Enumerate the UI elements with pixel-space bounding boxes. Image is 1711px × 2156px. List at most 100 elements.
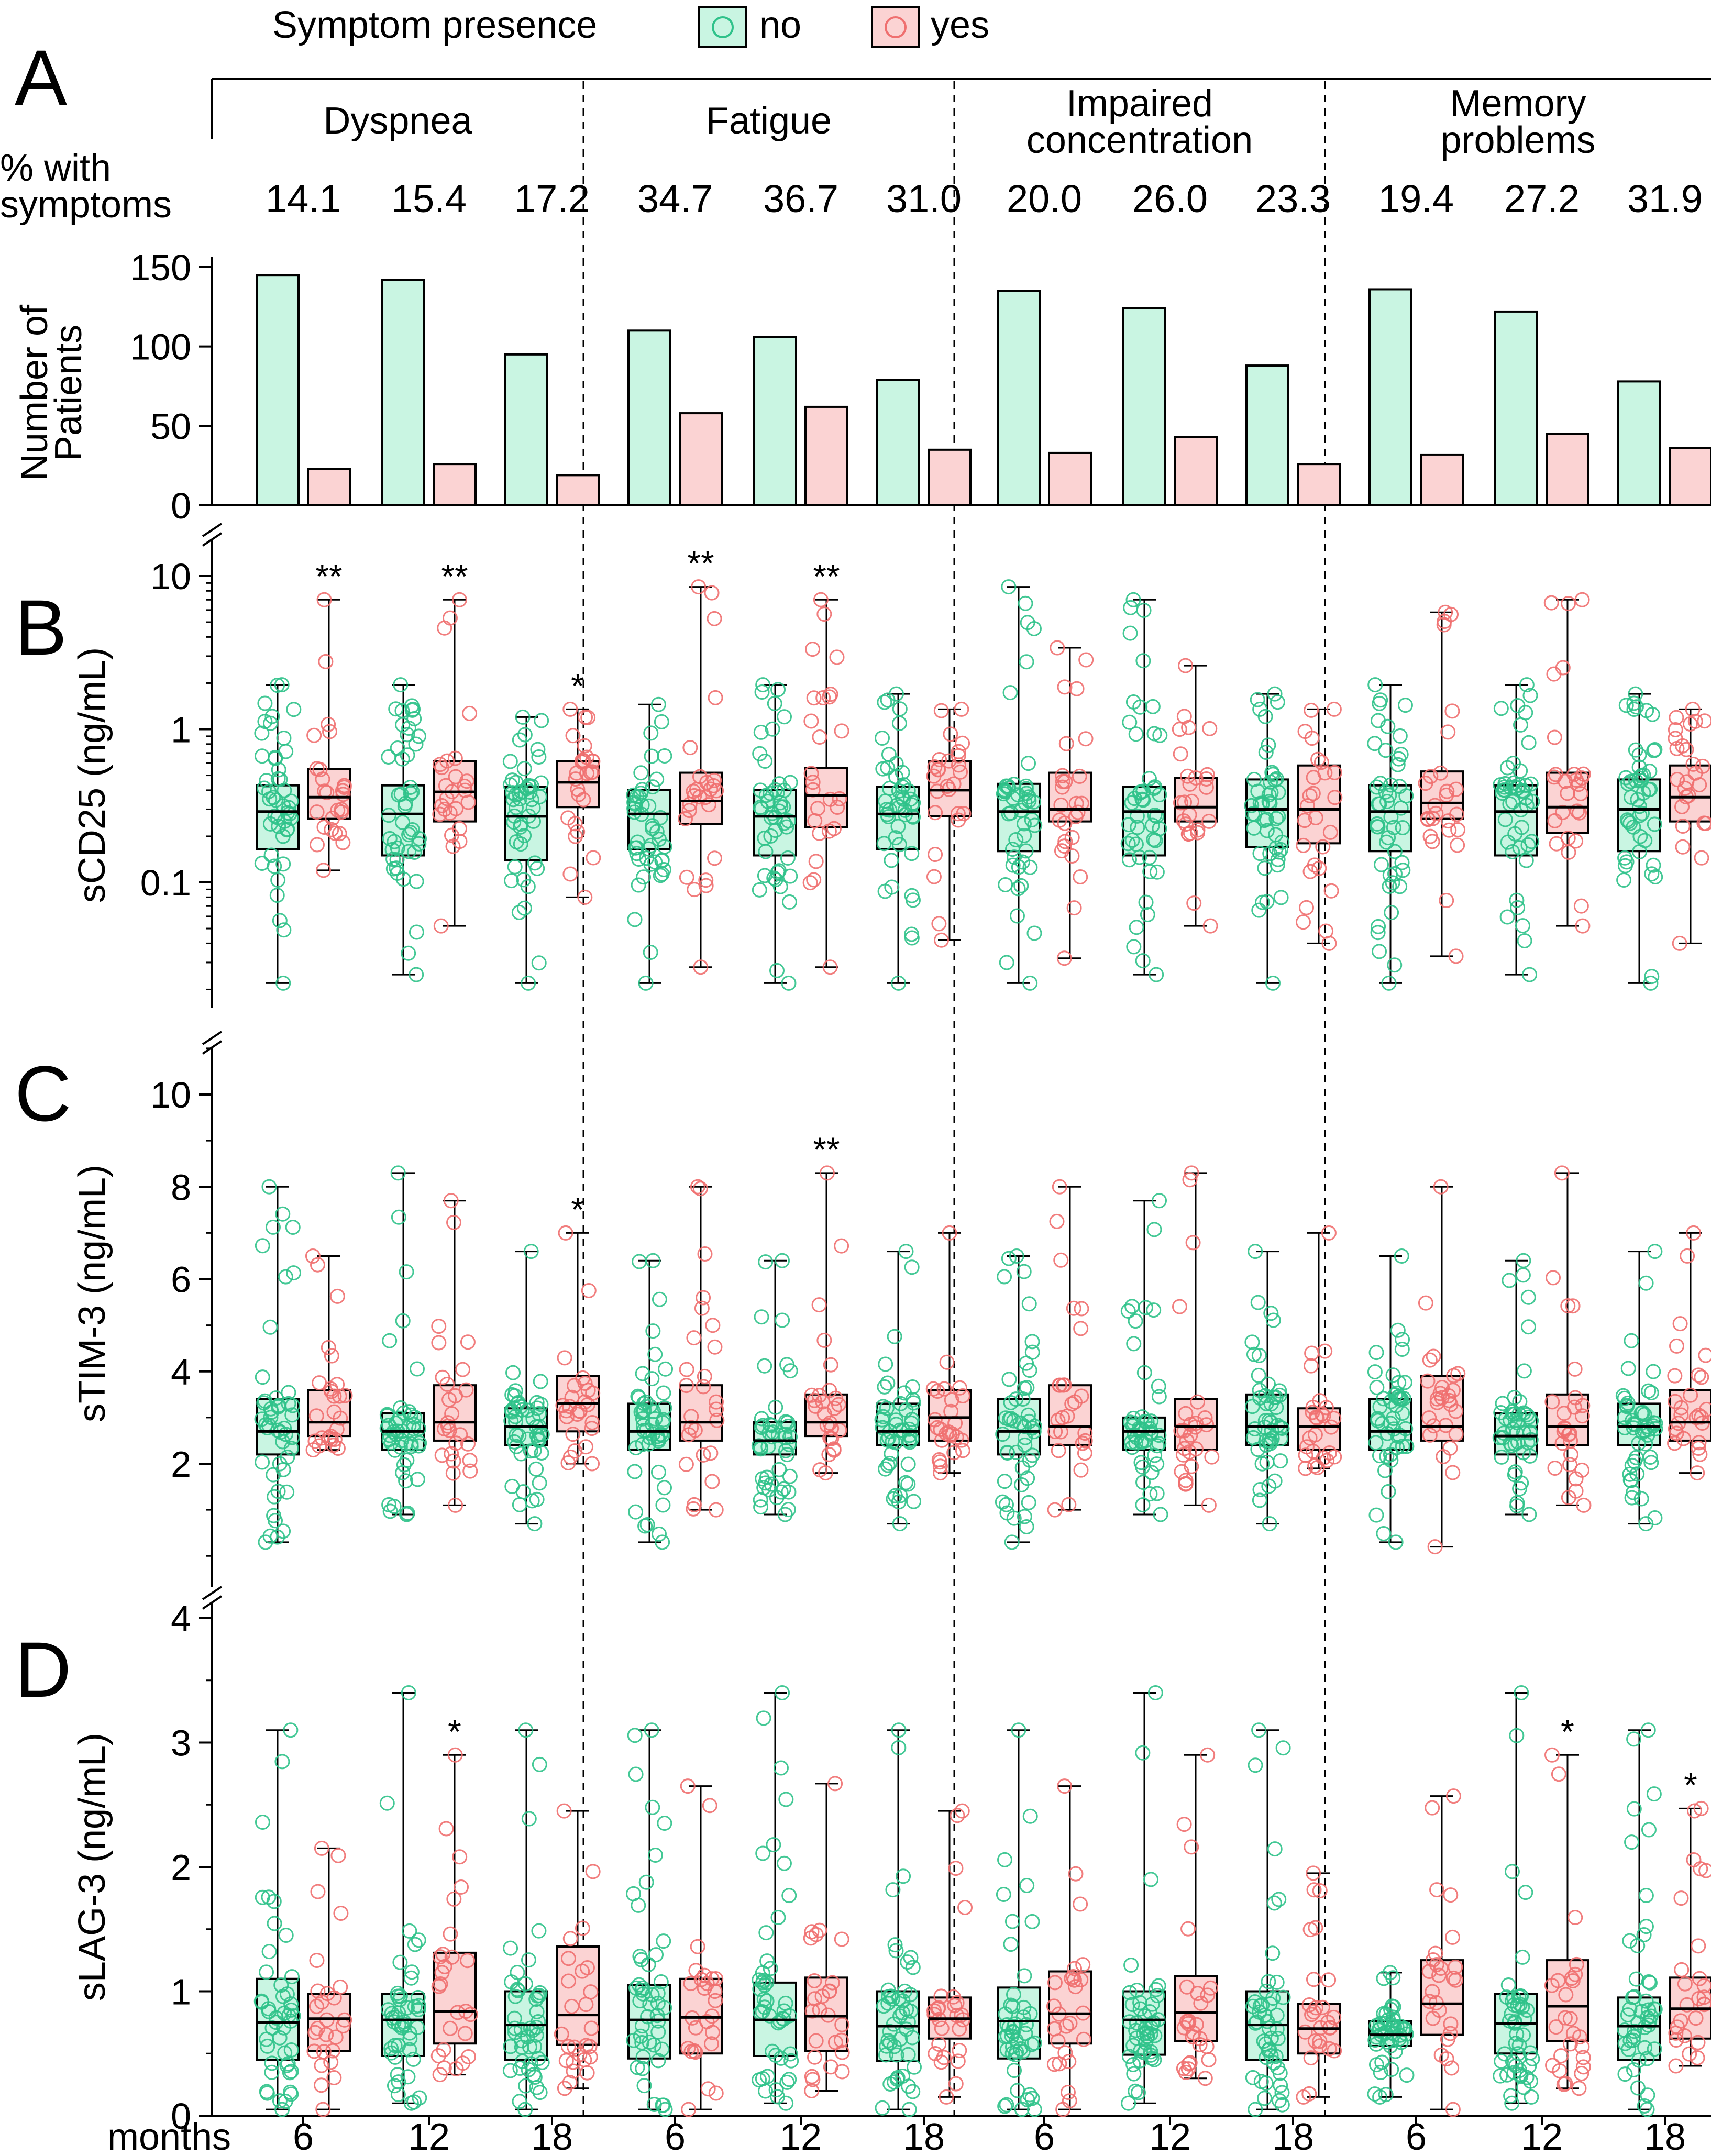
point-yes [1573,786,1588,801]
point-no [1622,815,1638,831]
point-no [283,1996,299,2012]
point-yes [584,764,600,780]
point-no [530,742,546,757]
point-yes [309,804,325,820]
point-yes [1683,1387,1698,1403]
point-yes [1548,767,1563,782]
point-no [390,2086,406,2102]
point-no [1003,1411,1019,1427]
point-no [1261,1974,1276,1989]
point-no [1145,699,1161,714]
point-yes [709,1401,724,1417]
point-no [1622,1466,1638,1482]
point-yes [578,710,593,725]
point-yes [1295,914,1311,930]
point-no [1125,1410,1141,1426]
point-no [1149,1456,1165,1472]
point-no [1016,1999,1032,2015]
point-yes [703,1445,719,1461]
point-no [1007,2063,1022,2078]
point-yes [1693,1800,1709,1816]
point-no [409,1361,425,1377]
point-yes [708,2085,724,2101]
point-no [781,1436,797,1452]
point-no [523,2056,538,2072]
point-yes [435,1369,450,1385]
point-no [390,740,405,756]
point-no [529,860,545,876]
point-no [404,1964,420,1980]
point-yes [691,579,707,595]
point-yes [1302,1922,1318,1938]
point-no [1384,2062,1399,2077]
point-no [1394,1342,1410,1357]
point-no [283,1722,299,1738]
point-yes [808,2033,824,2049]
point-no [755,1845,771,1861]
point-no [1132,785,1147,801]
point-yes [1067,1394,1083,1410]
point-no [508,1414,524,1430]
point-yes [1546,1270,1561,1286]
point-no [1395,820,1410,836]
point-yes [943,726,958,742]
point-yes [698,878,714,893]
point-no [259,1420,275,1435]
point-yes [1182,776,1198,792]
point-yes [1562,2036,1578,2052]
point-yes [819,1165,835,1181]
point-yes [1557,2010,1573,2026]
point-no [1136,1365,1152,1380]
point-yes [447,750,463,766]
point-yes [330,1848,346,1863]
point-no [635,1366,650,1381]
point-no [1647,816,1662,832]
point-yes [580,1383,596,1398]
box-yes [1669,764,1711,823]
point-no [875,1420,890,1435]
point-no [1508,2036,1524,2051]
point-yes [826,821,842,836]
point-no [1524,2089,1539,2105]
point-no [1647,1510,1663,1525]
percent-value: 36.7 [763,177,838,220]
point-no [1121,2049,1137,2064]
point-no [262,1528,278,1544]
point-no [410,1472,425,1487]
point-no [1515,1949,1530,1965]
bar-yes [679,412,723,506]
point-yes [1056,838,1072,854]
point-yes [583,2020,599,2036]
point-yes [337,1388,353,1403]
point-yes [432,757,448,772]
bar-no [1122,307,1166,506]
point-no [780,1502,796,1518]
point-yes [681,803,697,819]
point-no [1014,2102,1030,2117]
point-no [409,924,424,940]
point-no [1646,857,1661,873]
point-no [1124,832,1140,848]
point-no [877,883,893,899]
point-no [887,1329,902,1344]
point-yes [1567,1361,1583,1377]
point-no [778,1414,793,1430]
point-yes [1068,1866,1084,1882]
point-no [646,2037,662,2053]
point-no [1506,2065,1522,2081]
point-yes [310,1257,325,1273]
point-no [408,736,424,752]
point-no [901,2102,917,2117]
point-no [1626,1801,1642,1817]
point-yes [1180,768,1196,784]
point-no [892,1516,908,1532]
point-yes [436,2060,452,2076]
point-yes [815,1394,831,1410]
point-no [1142,864,1158,879]
point-yes [690,1179,705,1195]
point-no [1273,890,1289,905]
point-yes [306,2043,322,2059]
point-no [1372,1448,1387,1464]
point-yes [1674,799,1690,814]
point-no [1633,1405,1649,1421]
